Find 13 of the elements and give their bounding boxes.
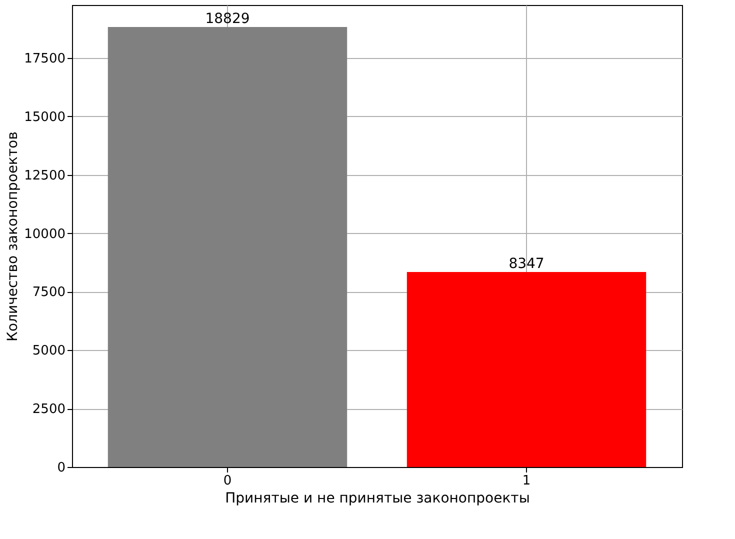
y-tick-label: 17500: [24, 52, 66, 67]
x-axis-title: Принятые и не принятые законопроекты: [225, 490, 530, 506]
y-tick-label: 7500: [32, 285, 66, 300]
data-label: 18829: [205, 10, 250, 27]
y-tick-label: 0: [57, 460, 66, 476]
y-tick-label: 15000: [24, 110, 66, 125]
y-axis-title: Количество законопроектов: [5, 132, 22, 342]
y-tick-label: 5000: [32, 344, 66, 359]
y-tick-label: 12500: [24, 168, 66, 184]
data-label: 8347: [508, 256, 544, 272]
y-tick-label: 2500: [32, 402, 66, 418]
y-tick-label: 10000: [24, 226, 66, 242]
x-tick-label: 1: [522, 474, 531, 488]
